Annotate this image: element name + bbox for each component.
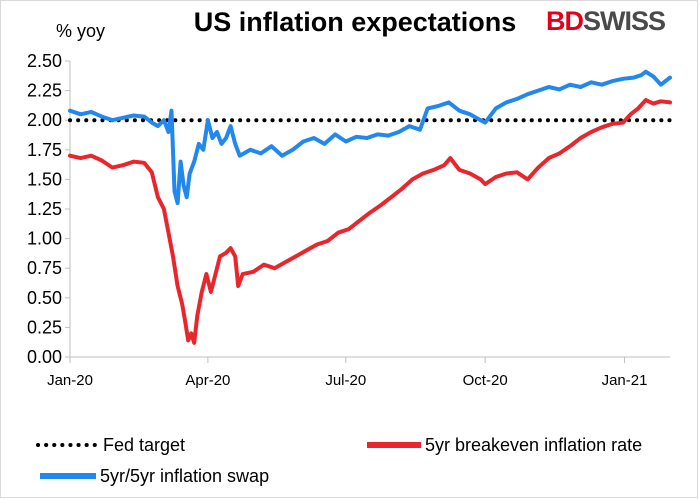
legend-label-breakeven: 5yr breakeven inflation rate bbox=[425, 435, 642, 455]
y-tick-label: 0.00 bbox=[27, 347, 62, 367]
y-tick-label: 1.25 bbox=[27, 199, 62, 219]
x-tick-label: Oct-20 bbox=[463, 372, 508, 389]
chart-title: US inflation expectations bbox=[194, 7, 517, 37]
x-tick-label: Jan-21 bbox=[602, 372, 648, 389]
y-tick-label: 1.00 bbox=[27, 229, 62, 249]
y-tick-label: 0.50 bbox=[27, 288, 62, 308]
series-line-breakeven bbox=[68, 98, 672, 345]
y-tick-label: 2.25 bbox=[27, 81, 62, 101]
y-tick-label: 2.00 bbox=[27, 110, 62, 130]
legend: Fed target 5yr breakeven inflation rate … bbox=[36, 435, 642, 486]
legend-label-fed-target: Fed target bbox=[103, 435, 185, 455]
y-tick-label: 0.25 bbox=[27, 317, 62, 337]
y-axis-unit-label: % yoy bbox=[56, 21, 105, 41]
y-tick-label: 1.50 bbox=[27, 169, 62, 189]
bdswiss-logo: BDSWISS bbox=[546, 6, 666, 36]
y-tick-label: 0.75 bbox=[27, 258, 62, 278]
y-tick-label: 2.50 bbox=[27, 51, 62, 71]
svg-text:BDSWISS: BDSWISS bbox=[546, 6, 665, 36]
x-tick-label: Apr-20 bbox=[185, 372, 230, 389]
series-line-inflation-swap bbox=[68, 69, 672, 206]
legend-label-inflation-swap: 5yr/5yr inflation swap bbox=[100, 466, 269, 486]
series-group bbox=[68, 69, 672, 345]
y-axis-ticks: 0.00 0.25 0.50 0.75 1.00 1.25 1.50 1.75 2.00 2.25… bbox=[27, 51, 70, 367]
y-tick-label: 1.75 bbox=[27, 140, 62, 160]
x-tick-label: Jul-20 bbox=[325, 372, 366, 389]
x-axis-ticks: Jan-20 Apr-20 Jul-20 Oct-20 Jan-21 bbox=[47, 357, 647, 389]
x-tick-label: Jan-20 bbox=[47, 372, 93, 389]
